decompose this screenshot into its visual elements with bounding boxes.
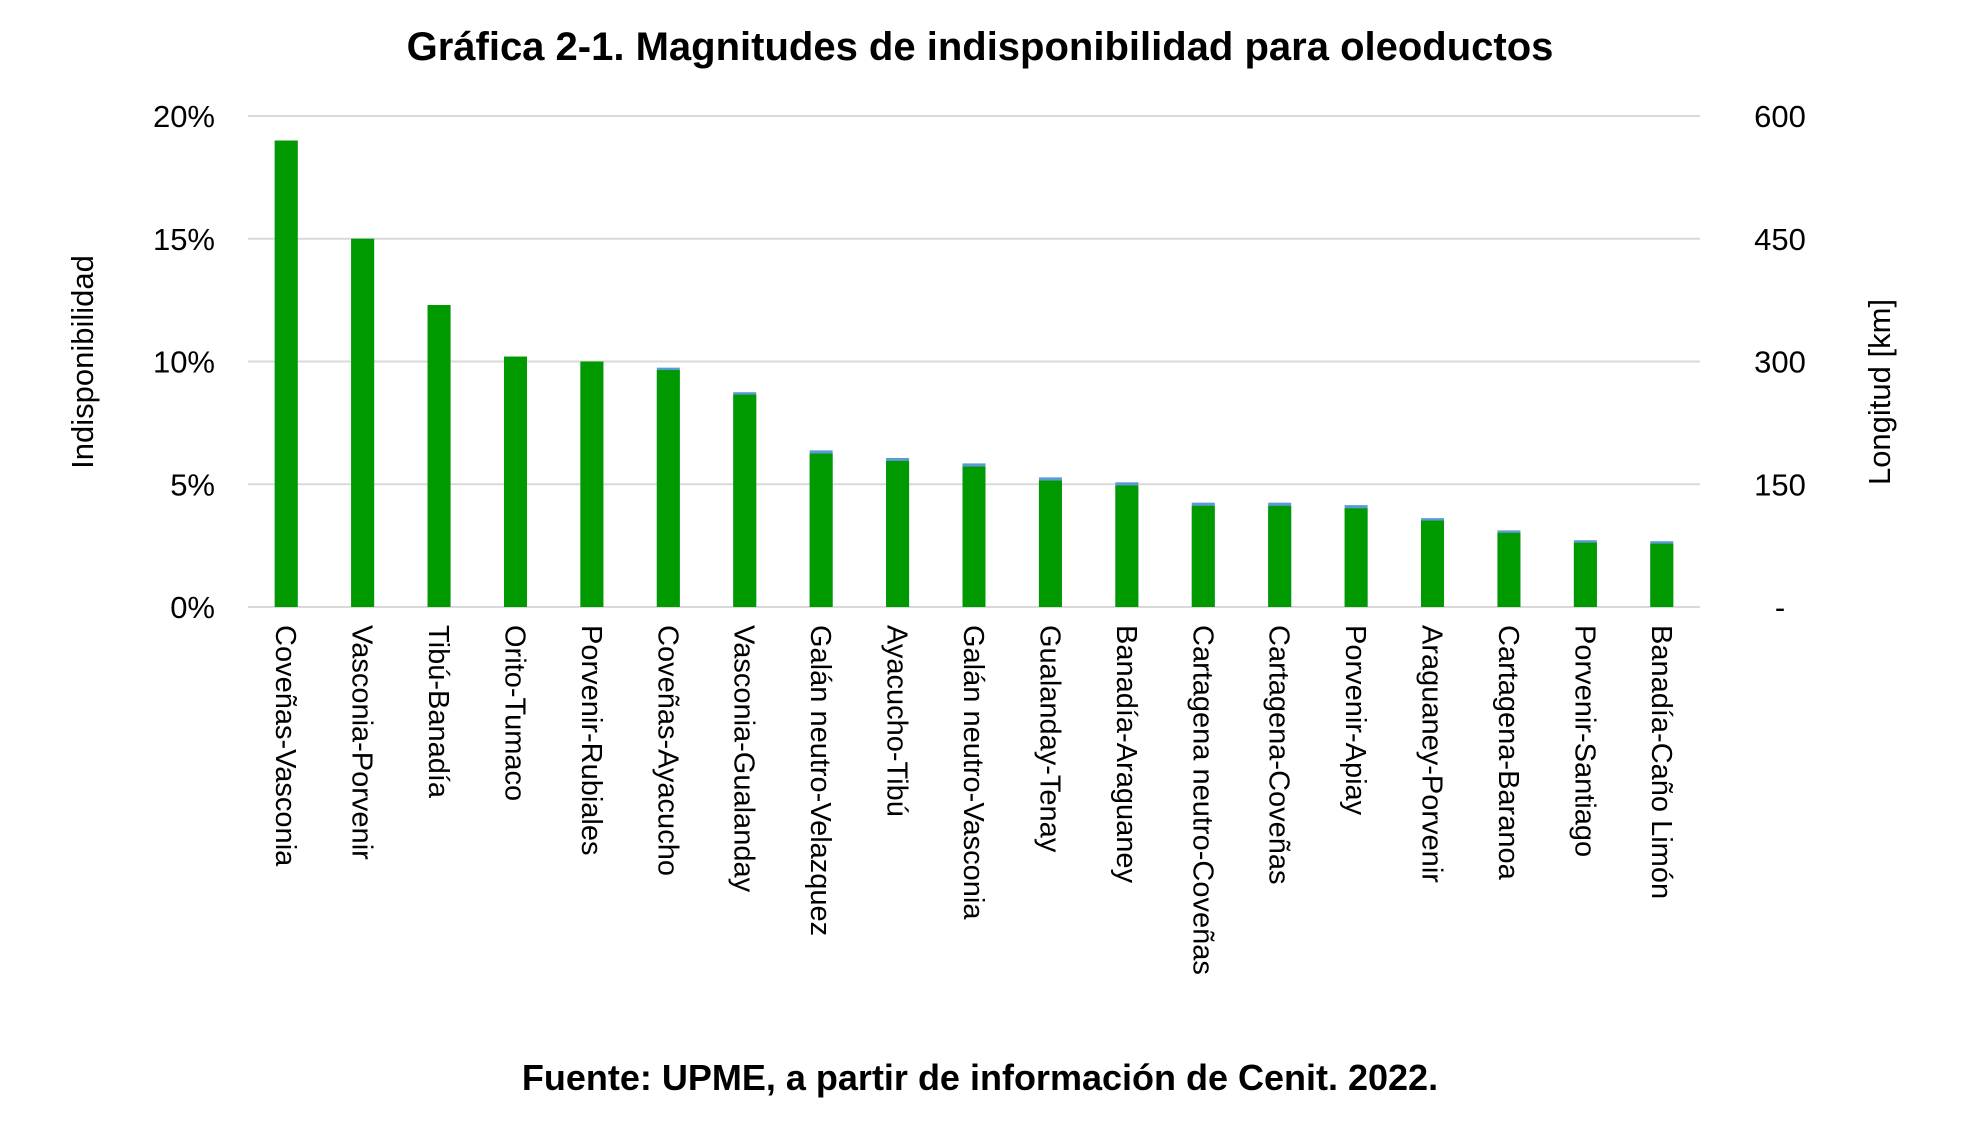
bar (274, 140, 298, 608)
bar (1344, 508, 1368, 607)
category-label: Vasconia-Gualanday (728, 625, 760, 893)
category-label: Cartagena-Coveñas (1263, 625, 1295, 885)
y-tick-label: 5% (170, 467, 215, 502)
chart-source: Fuente: UPME, a partir de información de… (522, 1057, 1438, 1098)
y-tick-label: 15% (153, 222, 215, 257)
category-label: Cartagena neutro-Coveñas (1186, 625, 1218, 975)
y-tick-label: 10% (153, 345, 215, 380)
bar (656, 370, 680, 607)
category-label: Araguaney-Porvenir (1416, 625, 1448, 883)
category-label: Orito-Tumaco (498, 625, 530, 801)
bar (1650, 543, 1674, 607)
category-label: Vasconia-Porvenir (346, 625, 378, 860)
bar (580, 361, 604, 607)
bar (1573, 542, 1597, 607)
gridlines (248, 115, 1700, 608)
y2-tick-label: 150 (1754, 467, 1806, 502)
bar (1115, 485, 1139, 607)
bar (1268, 505, 1292, 607)
bar (1497, 532, 1521, 607)
bar (809, 453, 833, 607)
category-labels: Coveñas-Vasconia Vasconia-Porvenir Tibú-Ba… (269, 625, 1677, 975)
bar (1038, 480, 1062, 607)
category-label: Porvenir-Rubiales (575, 625, 607, 856)
bars (274, 140, 1674, 608)
bar (427, 305, 451, 607)
bar (886, 460, 910, 607)
bar (733, 394, 757, 607)
y2-tick-label: - (1775, 590, 1785, 625)
category-label: Cartagena-Baranoa (1492, 625, 1524, 881)
y2-tick-label: 450 (1754, 222, 1806, 257)
y-tick-label: 20% (153, 99, 215, 134)
category-label: Coveñas-Vasconia (269, 625, 301, 867)
y2-tick-label: 300 (1754, 345, 1806, 380)
y2-tick-label: 600 (1754, 99, 1806, 134)
category-label: Porvenir-Santiago (1568, 625, 1600, 857)
bar (1191, 505, 1215, 607)
y2-axis-title: Longitud [km] (1862, 299, 1897, 485)
category-label: Gualanday-Tenay (1033, 625, 1065, 853)
category-label: Galán neutro-Velazquez (804, 625, 836, 936)
y-tick-label: 0% (170, 590, 215, 625)
category-label: Ayacucho-Tibú (881, 625, 913, 817)
bar (1421, 520, 1445, 607)
category-label: Galán neutro-Vasconia (957, 625, 989, 920)
y-axis-title: Indisponibilidad (65, 255, 100, 469)
y-axis-ticks: 0% 5% 10% 15% 20% (153, 99, 215, 625)
bar (503, 356, 527, 607)
category-label: Coveñas-Ayacucho (651, 625, 683, 876)
category-label: Banadía-Araguaney (1110, 625, 1142, 883)
category-label: Banadía-Caño Limón (1645, 625, 1677, 899)
bar (351, 238, 375, 607)
bar (962, 466, 986, 607)
category-label: Tibú-Banadía (422, 625, 454, 799)
category-label: Porvenir-Apiay (1339, 625, 1371, 816)
y2-axis-ticks: - 150 300 450 600 (1754, 99, 1806, 625)
chart-title: Gráfica 2-1. Magnitudes de indisponibili… (407, 25, 1554, 69)
